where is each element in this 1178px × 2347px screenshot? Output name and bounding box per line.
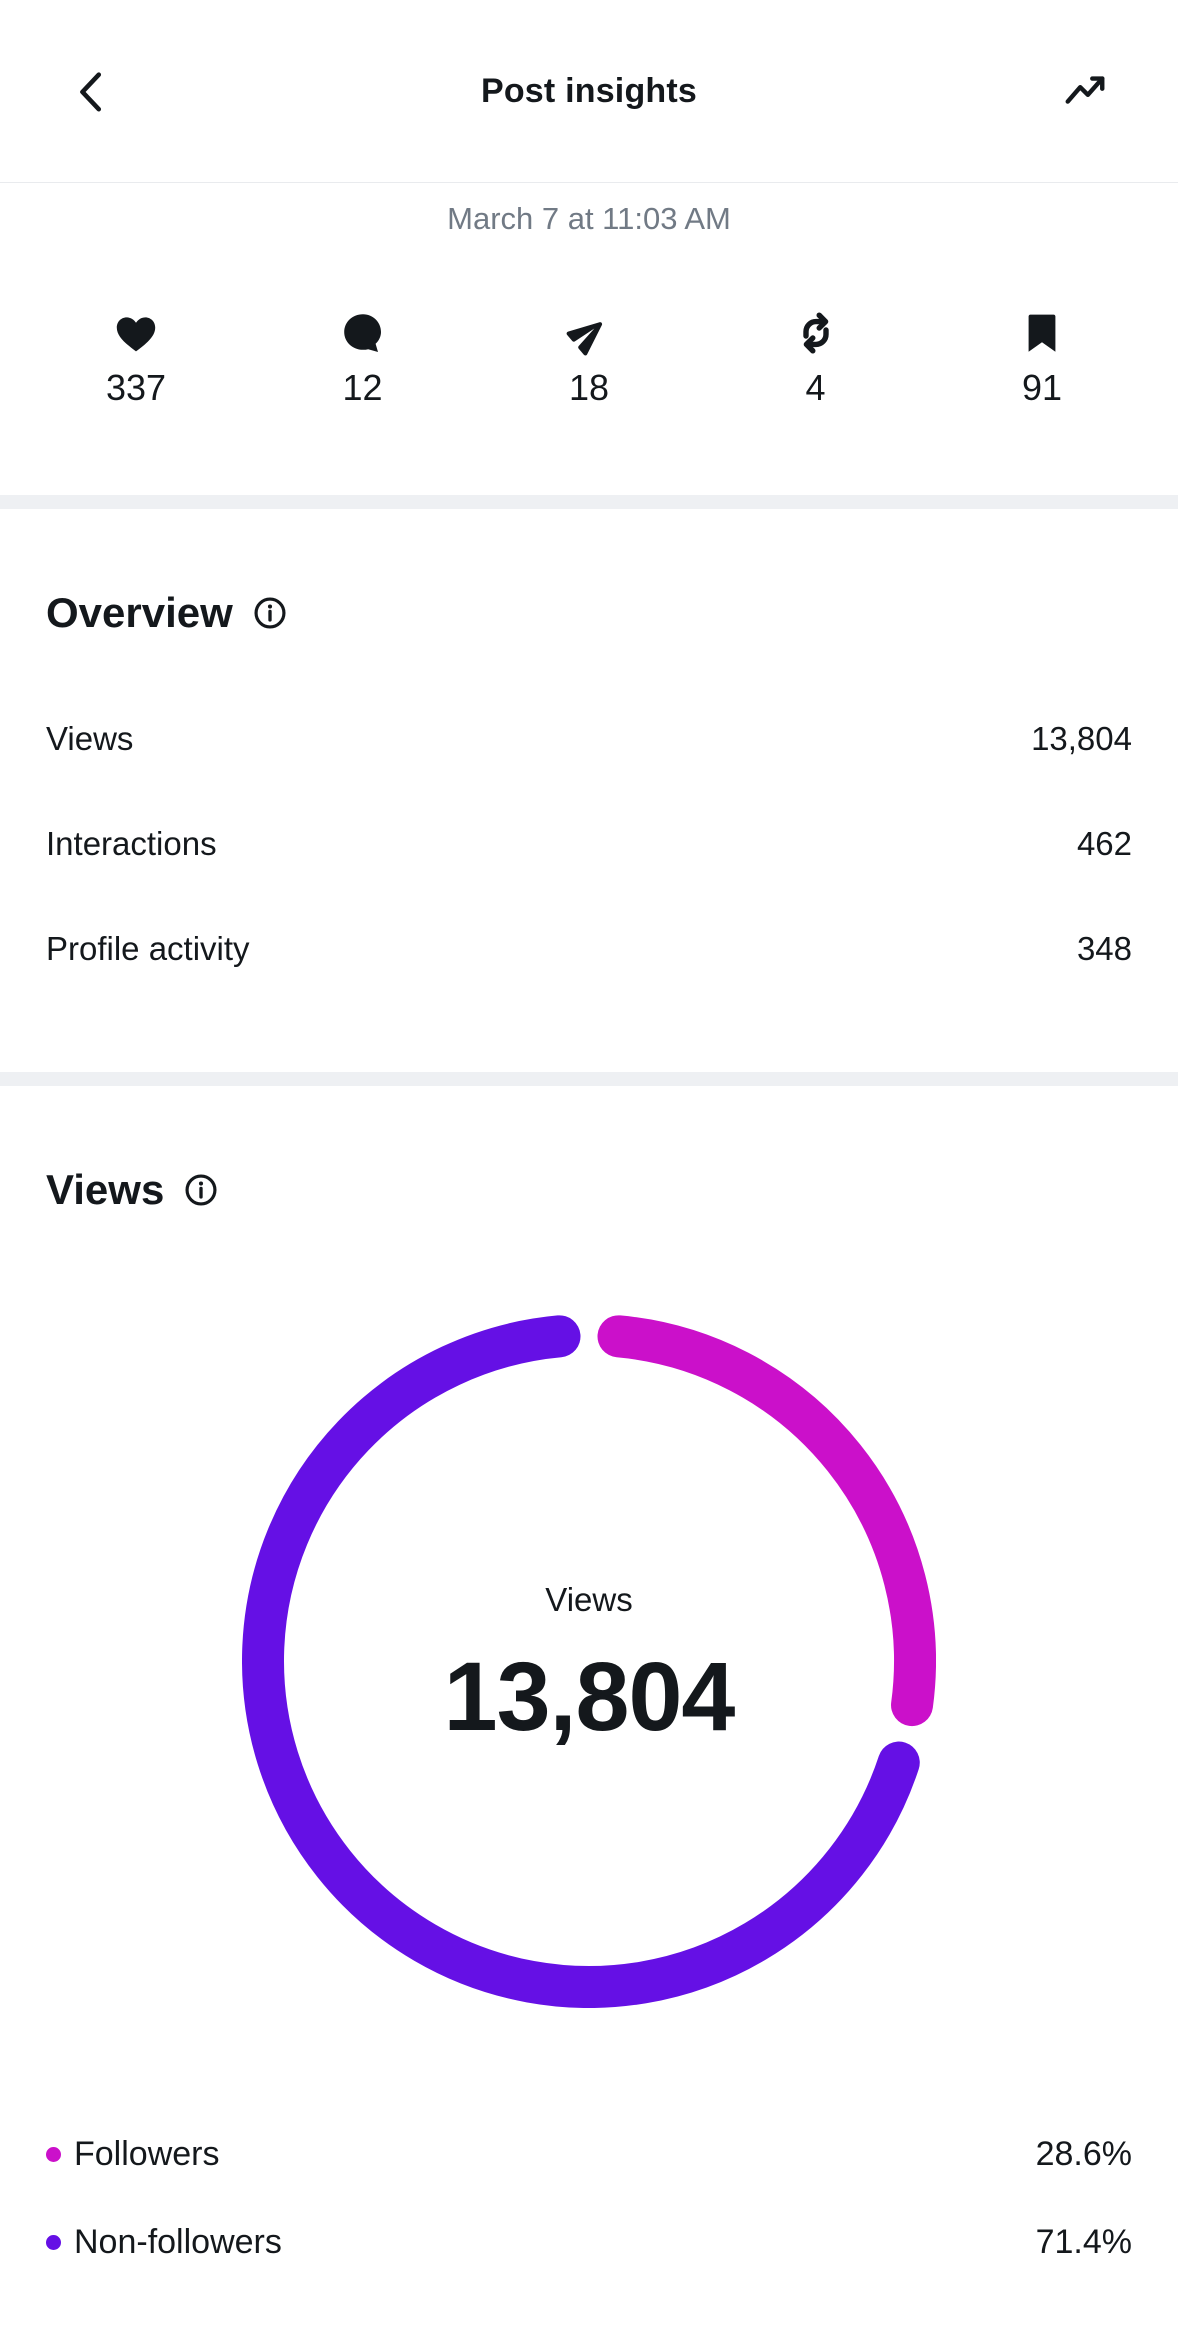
- info-icon: [254, 597, 286, 629]
- row-label: Profile activity: [46, 930, 250, 967]
- chart-legend: Followers 28.6% Non-followers 71.4%: [0, 2134, 1178, 2262]
- views-section: Views: [0, 1166, 1178, 1214]
- overview-row-views: Views 13,804: [46, 719, 1132, 758]
- overview-row-interactions: Interactions 462: [46, 824, 1132, 863]
- stat-shares[interactable]: 18: [541, 309, 637, 409]
- trending-up-icon: [1065, 76, 1105, 104]
- repost-icon: [802, 312, 829, 354]
- views-title: Views: [46, 1166, 165, 1213]
- row-label: Views: [46, 720, 134, 757]
- section-divider: [0, 495, 1178, 509]
- overview-row-profile-activity: Profile activity 348: [46, 929, 1132, 968]
- stat-reposts[interactable]: 4: [768, 309, 864, 409]
- info-icon: [185, 1174, 217, 1206]
- post-timestamp: March 7 at 11:03 AM: [447, 201, 731, 236]
- shares-count: 18: [568, 367, 610, 408]
- reposts-count: 4: [805, 367, 826, 408]
- legend-value: 28.6%: [1035, 2135, 1132, 2173]
- row-value: 13,804: [1031, 720, 1132, 757]
- share-icon: [566, 322, 603, 356]
- legend-value: 71.4%: [1035, 2223, 1132, 2261]
- chevron-left-icon: [80, 72, 102, 112]
- saves-count: 91: [1021, 367, 1063, 408]
- overview-info-button[interactable]: [251, 594, 289, 632]
- legend-label: Followers: [74, 2135, 220, 2173]
- header: Post insights: [0, 0, 1178, 183]
- comments-count: 12: [342, 367, 383, 408]
- legend-label: Non-followers: [74, 2223, 282, 2261]
- row-value: 348: [1076, 930, 1132, 967]
- stat-comments[interactable]: 12: [315, 309, 411, 409]
- row-value: 462: [1076, 825, 1132, 862]
- insights-trend-button[interactable]: [1062, 68, 1108, 114]
- legend-row-non-followers: Non-followers 71.4%: [46, 2222, 1132, 2262]
- likes-count: 337: [105, 367, 167, 408]
- back-button[interactable]: [70, 68, 116, 114]
- views-donut-chart: Views 13,804: [242, 1314, 936, 2008]
- followers-dot: [46, 2146, 61, 2162]
- page-title: Post insights: [480, 71, 698, 110]
- heart-icon: [116, 317, 156, 352]
- stat-saves[interactable]: 91: [994, 309, 1090, 409]
- non-followers-dot: [46, 2234, 61, 2250]
- overview-title: Overview: [46, 589, 233, 636]
- section-divider: [0, 1072, 1178, 1086]
- stat-likes[interactable]: 337: [88, 309, 184, 409]
- bookmark-icon: [1028, 314, 1056, 352]
- views-info-button[interactable]: [182, 1171, 220, 1209]
- donut-rings: [242, 1315, 936, 2008]
- engagement-stats-row: 337 12 18 4 91: [0, 309, 1178, 409]
- row-label: Interactions: [46, 825, 217, 862]
- overview-section: Overview Views 13,804 Interactions 462 P…: [0, 589, 1178, 968]
- comment-icon: [343, 314, 381, 352]
- legend-row-followers: Followers 28.6%: [46, 2134, 1132, 2174]
